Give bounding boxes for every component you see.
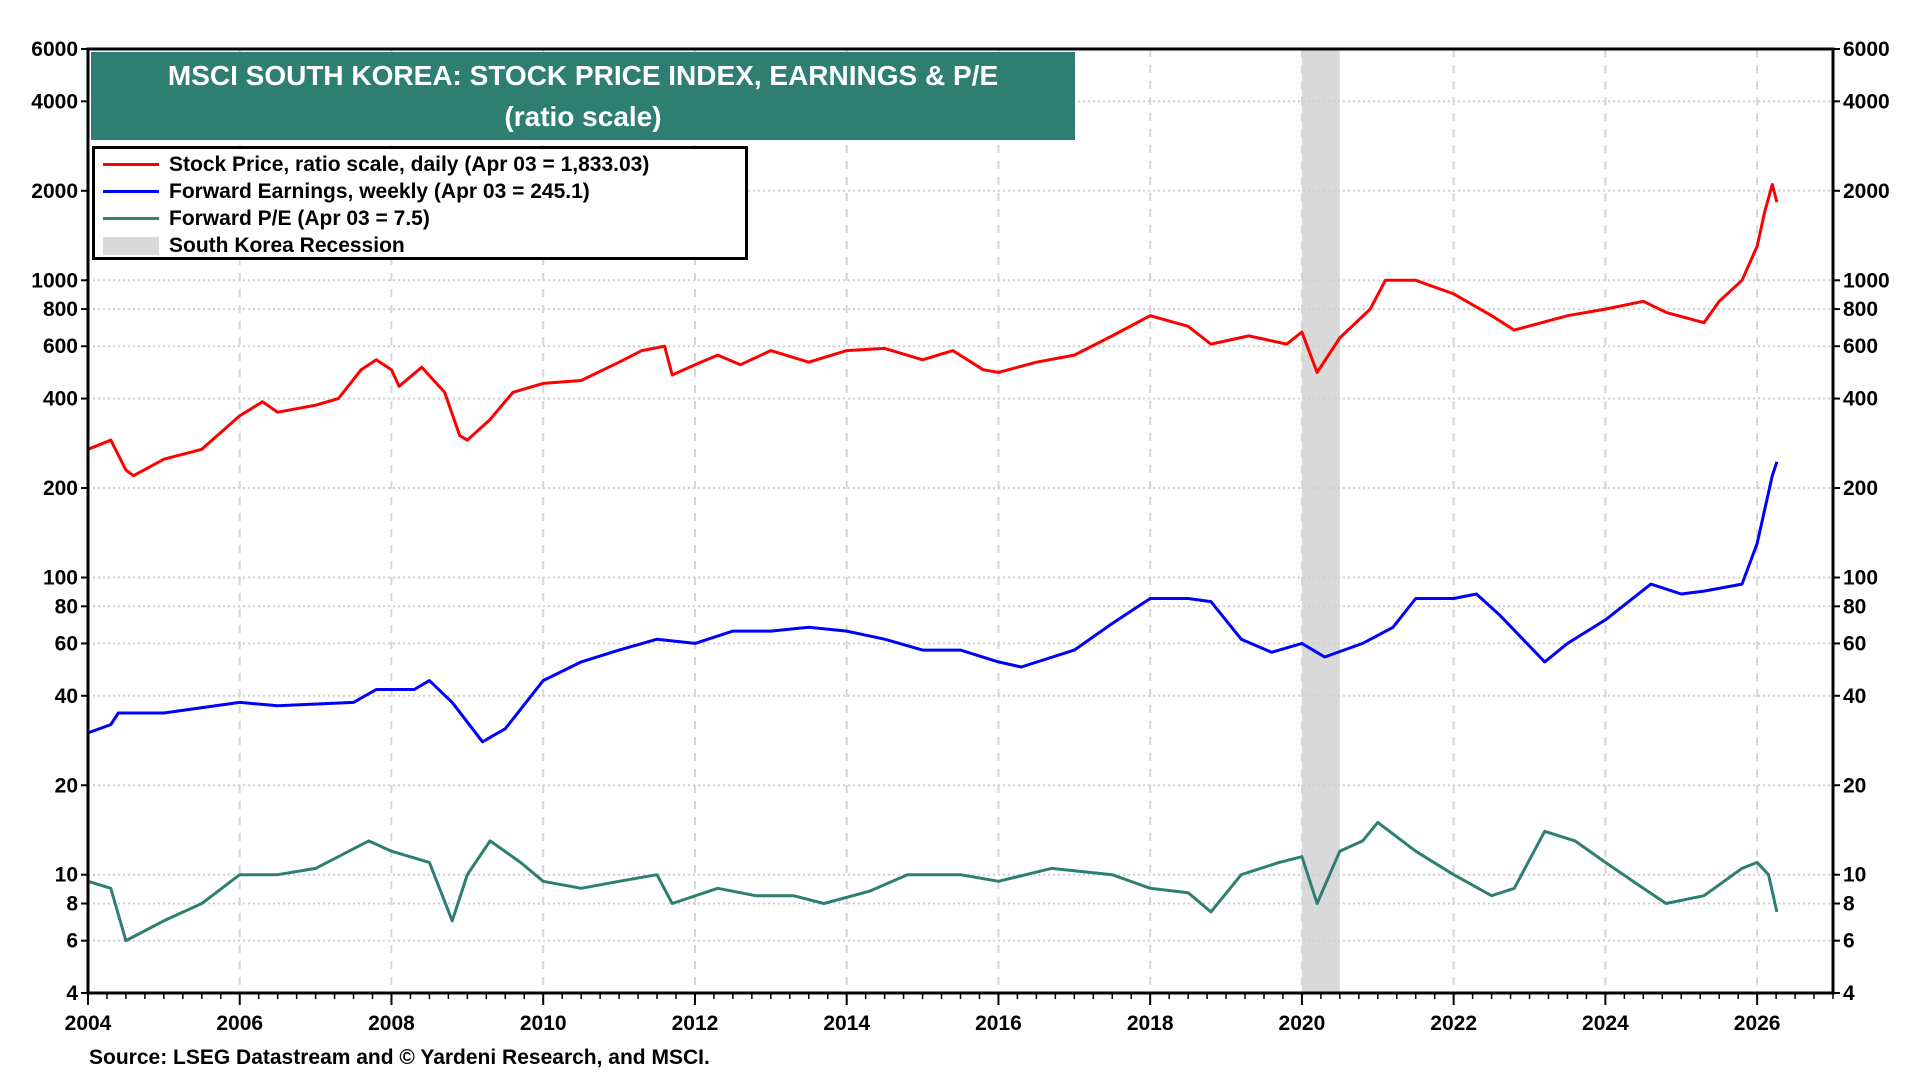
legend: Stock Price, ratio scale, daily (Apr 03 … — [92, 146, 748, 260]
y-tick-label-right: 600 — [1843, 335, 1878, 358]
chart-title-box: MSCI SOUTH KOREA: STOCK PRICE INDEX, EAR… — [91, 52, 1075, 140]
x-tick-label: 2012 — [672, 1012, 719, 1035]
y-tick-label-left: 4 — [66, 982, 78, 1005]
y-tick-label-right: 4000 — [1843, 90, 1890, 113]
y-tick-label-right: 2000 — [1843, 180, 1890, 203]
series-line-1 — [87, 461, 1779, 744]
y-tick-label-right: 4 — [1843, 982, 1855, 1005]
x-tick-label: 2022 — [1430, 1012, 1477, 1035]
source-note: Source: LSEG Datastream and © Yardeni Re… — [89, 1046, 710, 1069]
y-tick-label-right: 40 — [1843, 685, 1866, 708]
y-tick-label-right: 60 — [1843, 632, 1866, 655]
y-tick-label-left: 800 — [43, 298, 78, 321]
legend-swatch — [103, 190, 159, 193]
x-tick-label: 2016 — [975, 1012, 1022, 1035]
y-tick-label-right: 200 — [1843, 477, 1878, 500]
x-tick-label: 2024 — [1582, 1012, 1629, 1035]
y-tick-label-right: 20 — [1843, 774, 1866, 797]
legend-swatch — [103, 163, 159, 166]
x-tick-label: 2026 — [1734, 1012, 1781, 1035]
legend-label: Stock Price, ratio scale, daily (Apr 03 … — [169, 152, 650, 176]
y-tick-label-right: 10 — [1843, 864, 1866, 887]
legend-label: South Korea Recession — [169, 233, 405, 257]
y-tick-label-left: 10 — [55, 864, 78, 887]
y-tick-label-left: 40 — [55, 685, 78, 708]
y-tick-label-right: 80 — [1843, 595, 1866, 618]
y-tick-label-right: 6000 — [1843, 38, 1890, 61]
recession-band — [1301, 49, 1340, 993]
x-tick-label: 2008 — [368, 1012, 415, 1035]
series-lines — [87, 183, 1779, 943]
legend-label: Forward Earnings, weekly (Apr 03 = 245.1… — [169, 179, 590, 203]
y-tick-label-left: 1000 — [31, 269, 78, 292]
y-tick-label-left: 20 — [55, 774, 78, 797]
legend-item-recession: South Korea Recession — [103, 232, 745, 259]
y-tick-label-right: 100 — [1843, 567, 1878, 590]
y-tick-label-right: 8 — [1843, 893, 1855, 916]
legend-label: Forward P/E (Apr 03 = 7.5) — [169, 206, 430, 230]
y-tick-label-left: 400 — [43, 388, 78, 411]
axes: 6000 6000 4000 4000 2000 2000 1000 1000 800 800 60… — [31, 38, 1889, 1035]
x-tick-label: 2018 — [1127, 1012, 1174, 1035]
y-tick-label-left: 2000 — [31, 180, 78, 203]
series-line-0 — [87, 183, 1779, 478]
y-tick-label-right: 6 — [1843, 930, 1855, 953]
chart-title: MSCI SOUTH KOREA: STOCK PRICE INDEX, EAR… — [167, 60, 999, 91]
y-tick-label-right: 1000 — [1843, 269, 1890, 292]
y-tick-label-left: 600 — [43, 335, 78, 358]
y-tick-label-left: 100 — [43, 567, 78, 590]
y-tick-label-left: 8 — [66, 893, 78, 916]
x-tick-label: 2006 — [216, 1012, 263, 1035]
legend-item-forward-pe: Forward P/E (Apr 03 = 7.5) — [103, 205, 745, 232]
y-tick-label-right: 800 — [1843, 298, 1878, 321]
y-tick-label-left: 60 — [55, 632, 78, 655]
x-tick-label: 2014 — [823, 1012, 870, 1035]
chart-subtitle: (ratio scale) — [504, 101, 662, 132]
y-tick-label-left: 200 — [43, 477, 78, 500]
y-tick-label-left: 6 — [66, 930, 78, 953]
legend-swatch — [103, 236, 159, 255]
legend-swatch — [103, 217, 159, 220]
x-tick-label: 2010 — [520, 1012, 567, 1035]
legend-item-forward-earnings: Forward Earnings, weekly (Apr 03 = 245.1… — [103, 178, 745, 205]
y-tick-label-right: 400 — [1843, 388, 1878, 411]
legend-item-stock-price: Stock Price, ratio scale, daily (Apr 03 … — [103, 151, 745, 178]
y-tick-label-left: 80 — [55, 595, 78, 618]
series-line-2 — [87, 820, 1779, 943]
y-tick-label-left: 6000 — [31, 38, 78, 61]
y-tick-label-left: 4000 — [31, 90, 78, 113]
x-tick-label: 2004 — [65, 1012, 112, 1035]
x-tick-label: 2020 — [1279, 1012, 1326, 1035]
